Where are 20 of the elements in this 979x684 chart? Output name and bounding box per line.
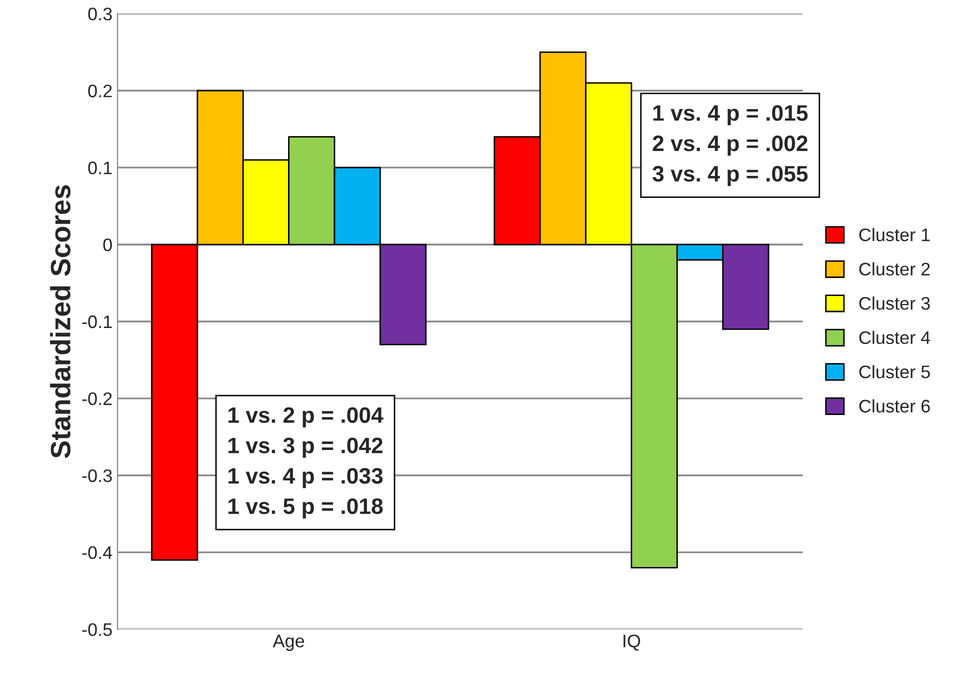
y-tick-label: 0.3: [88, 8, 112, 20]
y-tick-label: -0.4: [82, 546, 112, 560]
legend-label: Cluster 6: [859, 399, 930, 413]
x-tick-label: IQ: [624, 634, 640, 651]
y-tick-label: -0.3: [82, 469, 112, 482]
y-axis-title: Standardized Scores: [50, 185, 70, 458]
legend-label: Cluster 4: [859, 330, 930, 344]
y-tick-label: 0.1: [88, 162, 112, 174]
y-tick-label: -0.1: [82, 315, 112, 328]
y-tick-label: -0.2: [82, 392, 112, 406]
y-tick-label: 0: [103, 238, 112, 252]
legend-label: Cluster 5: [859, 365, 930, 378]
annotation: 1 vs. 4 p = .015 2 vs. 4 p = .002 3 vs. 4 p = .055: [652, 105, 808, 186]
legend-label: Cluster 2: [859, 262, 930, 276]
legend-label: Cluster 1: [859, 228, 930, 242]
x-tick-label: Age: [272, 634, 304, 651]
annotation: 1 vs. 2 p = .004 1 vs. 3 p = .042 1 vs. 4 p = .033 1 vs. 5 p = .018: [228, 407, 384, 518]
legend-label: Cluster 3: [859, 296, 930, 310]
y-tick-label: -0.5: [82, 623, 112, 636]
y-tick-label: 0.2: [88, 84, 112, 98]
